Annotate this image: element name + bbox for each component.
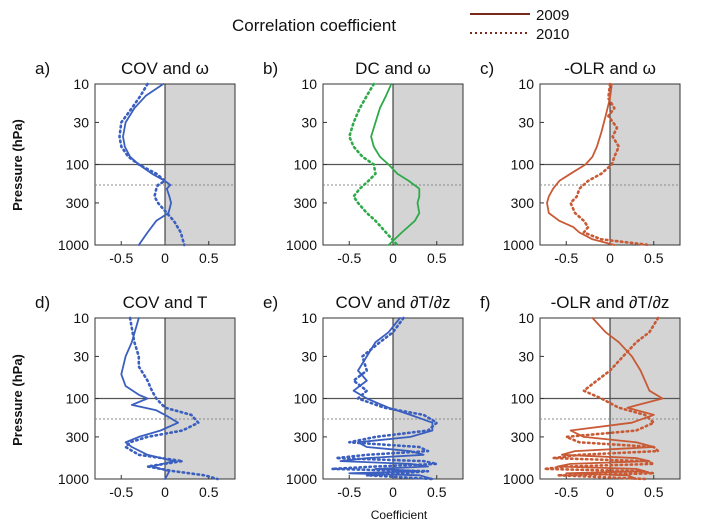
panel-1-xtick-label: -0.5 bbox=[109, 250, 133, 266]
panel-4-ytick-label: 10 bbox=[73, 310, 89, 326]
panel-1-ytick-label: 300 bbox=[66, 195, 90, 211]
panel-2-title: DC and ω bbox=[355, 59, 431, 78]
panel-3-xtick-label: -0.5 bbox=[554, 250, 578, 266]
panel-4-xtick-label: 0.5 bbox=[199, 484, 219, 500]
panel-5-xtick-label: 0.5 bbox=[427, 484, 447, 500]
panel-3-series-2009-line bbox=[546, 83, 616, 246]
panel-5-title: COV and ∂T/∂z bbox=[335, 293, 450, 312]
panel-1-ytick-label: 100 bbox=[66, 157, 90, 173]
x-axis-label: Coefficient bbox=[371, 508, 428, 522]
panel-2: 10 30 100 300 1000 -0.5 0 0.5 b) DC and ω bbox=[263, 59, 464, 266]
panel-4-ytick-label: 1000 bbox=[58, 471, 89, 487]
panel-1-ytick-label: 30 bbox=[73, 114, 89, 130]
panel-2-letter: b) bbox=[263, 59, 278, 78]
panel-6-title: -OLR and ∂T/∂z bbox=[551, 293, 670, 312]
panel-2-ytick-label: 10 bbox=[301, 76, 317, 92]
panel-2-xtick-label: -0.5 bbox=[337, 250, 361, 266]
panel-5-series-2010-line bbox=[330, 316, 439, 481]
panel-1-series-2009-line bbox=[122, 83, 173, 246]
panel-2-ytick-label: 300 bbox=[294, 195, 318, 211]
panel-3-title: -OLR and ω bbox=[564, 59, 656, 78]
panel-6: 10 30 100 300 1000 -0.5 0 0.5 f) -OLR and ∂T/∂z bbox=[480, 293, 681, 500]
panel-4-ytick-label: 300 bbox=[66, 429, 90, 445]
panel-2-ytick-label: 30 bbox=[301, 114, 317, 130]
panel-6-ytick-label: 30 bbox=[518, 348, 534, 364]
panel-4-letter: d) bbox=[35, 293, 50, 312]
panel-3-xtick-label: 0 bbox=[606, 250, 614, 266]
panel-6-xtick-label: 0.5 bbox=[644, 484, 664, 500]
panel-5-xtick-label: -0.5 bbox=[337, 484, 361, 500]
panel-2-ytick-label: 100 bbox=[294, 157, 318, 173]
panel-1-xtick-label: 0.5 bbox=[199, 250, 219, 266]
panel-3-ytick-label: 30 bbox=[518, 114, 534, 130]
panel-6-xtick-label: -0.5 bbox=[554, 484, 578, 500]
panel-5-ytick-label: 30 bbox=[301, 348, 317, 364]
panel-2-series-2010-line bbox=[347, 82, 399, 247]
panel-2-xtick-label: 0.5 bbox=[427, 250, 447, 266]
panel-5-ytick-label: 1000 bbox=[286, 471, 317, 487]
legend-label-2009: 2009 bbox=[536, 7, 569, 24]
panel-3-ytick-label: 1000 bbox=[503, 237, 534, 253]
y-axis-label-top: Pressure (hPa) bbox=[10, 119, 25, 211]
panel-1-letter: a) bbox=[35, 59, 50, 78]
panel-2-xtick-label: 0 bbox=[389, 250, 397, 266]
panel-6-ytick-label: 100 bbox=[511, 391, 535, 407]
y-axis-label-bottom: Pressure (hPa) bbox=[10, 354, 25, 446]
panel-5-xtick-label: 0 bbox=[389, 484, 397, 500]
panel-4-xtick-label: -0.5 bbox=[109, 484, 133, 500]
panel-5-ytick-label: 10 bbox=[301, 310, 317, 326]
panel-4-xtick-label: 0 bbox=[161, 484, 169, 500]
panel-2-series-2009-line bbox=[370, 83, 421, 246]
panel-4-ytick-label: 100 bbox=[66, 391, 90, 407]
panel-1: 10 30 100 300 1000 -0.5 0 0.5 a) COV and ω bbox=[35, 59, 236, 266]
panel-6-letter: f) bbox=[480, 293, 490, 312]
panel-6-ytick-label: 300 bbox=[511, 429, 535, 445]
panel-5: 10 30 100 300 1000 -0.5 0 0.5 e) COV and ∂T/∂z bbox=[263, 293, 464, 500]
panel-3-xtick-label: 0.5 bbox=[644, 250, 664, 266]
panel-1-xtick-label: 0 bbox=[161, 250, 169, 266]
panel-6-xtick-label: 0 bbox=[606, 484, 614, 500]
panel-3-ytick-label: 100 bbox=[511, 157, 535, 173]
panel-6-series-2010-line bbox=[543, 316, 660, 481]
figure-title: Correlation coefficient bbox=[232, 16, 396, 35]
panel-3-letter: c) bbox=[480, 59, 494, 78]
panel-6-ytick-label: 1000 bbox=[503, 471, 534, 487]
panel-2-ytick-label: 1000 bbox=[286, 237, 317, 253]
legend: 2009 2010 bbox=[470, 7, 569, 43]
panel-4-ytick-label: 30 bbox=[73, 348, 89, 364]
panel-1-title: COV and ω bbox=[121, 59, 209, 78]
panel-5-ytick-label: 300 bbox=[294, 429, 318, 445]
panel-3: 10 30 100 300 1000 -0.5 0 0.5 c) -OLR and ω bbox=[480, 59, 681, 266]
panel-1-series-2010-line bbox=[118, 82, 186, 247]
legend-label-2010: 2010 bbox=[536, 26, 569, 43]
panel-3-ytick-label: 300 bbox=[511, 195, 535, 211]
panel-5-letter: e) bbox=[263, 293, 278, 312]
panel-5-series-2009-line bbox=[339, 317, 434, 480]
panel-6-ytick-label: 10 bbox=[518, 310, 534, 326]
panel-4: 10 30 100 300 1000 -0.5 0 0.5 d) COV and T bbox=[35, 293, 236, 500]
panel-5-ytick-label: 100 bbox=[294, 391, 318, 407]
panel-1-ytick-label: 1000 bbox=[58, 237, 89, 253]
panel-4-series-2010-line bbox=[124, 316, 219, 481]
panel-1-ytick-label: 10 bbox=[73, 76, 89, 92]
panel-6-series-2009-line bbox=[556, 317, 664, 480]
panel-3-ytick-label: 10 bbox=[518, 76, 534, 92]
panel-4-title: COV and T bbox=[123, 293, 208, 312]
